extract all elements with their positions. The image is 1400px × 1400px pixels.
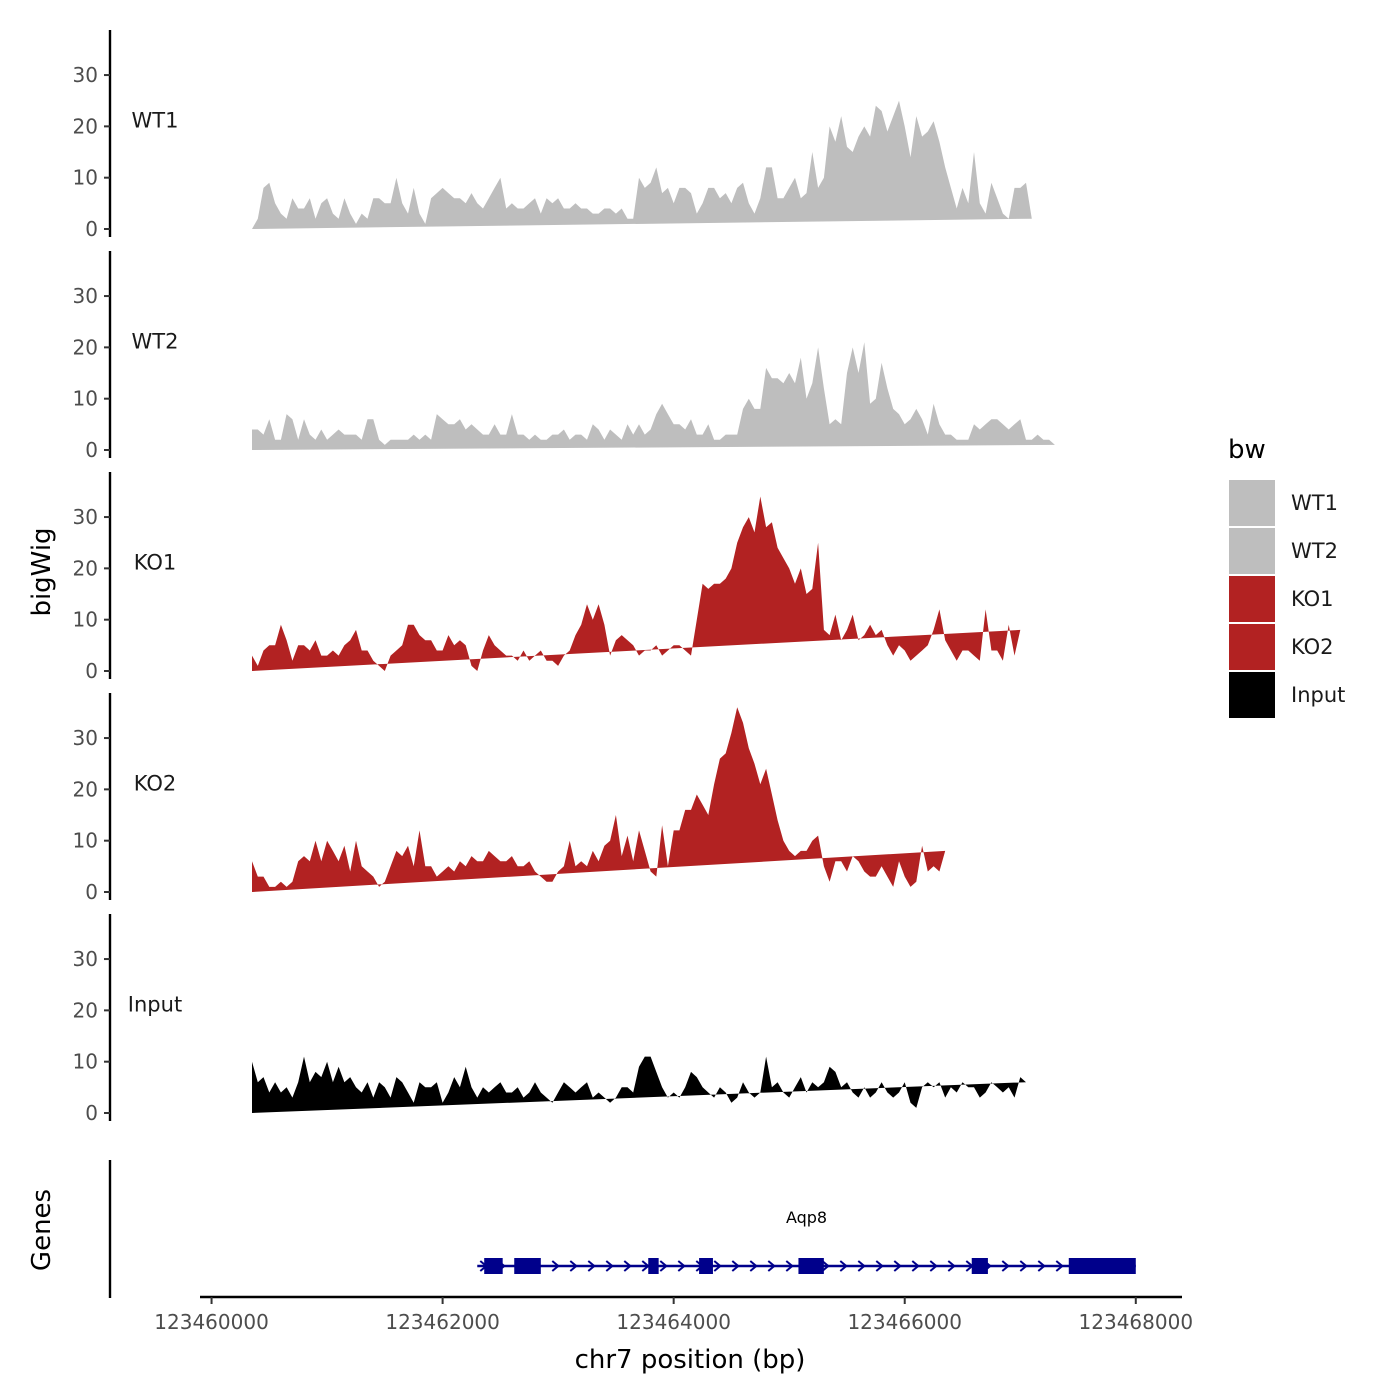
- x-tick-label: 123462000: [385, 1310, 500, 1334]
- legend-label: Input: [1291, 683, 1345, 707]
- y-tick-label: 30: [73, 63, 98, 87]
- legend: bw WT1 WT2 KO1 KO2 Input: [1228, 435, 1345, 718]
- y-tick-label: 10: [73, 387, 98, 411]
- signal-area-ko2: [252, 707, 946, 892]
- gene-exon: [798, 1258, 824, 1274]
- strand-arrow: [587, 1260, 596, 1272]
- legend-swatch: [1229, 624, 1275, 670]
- y-tick-label: 10: [73, 1050, 98, 1074]
- strand-arrow: [731, 1260, 740, 1272]
- y-tick-label: 0: [85, 438, 98, 462]
- y-tick-label: 30: [73, 726, 98, 750]
- x-tick-label: 123464000: [616, 1310, 731, 1334]
- strand-arrow: [569, 1260, 578, 1272]
- gene-exon: [484, 1258, 503, 1274]
- strand-arrow: [893, 1260, 902, 1272]
- track-label-ko2: KO2: [134, 772, 177, 796]
- strand-arrow: [767, 1260, 776, 1272]
- strand-arrow: [677, 1260, 686, 1272]
- legend-swatch: [1229, 480, 1275, 526]
- strand-arrow: [1001, 1260, 1010, 1272]
- track-panel-ko2: 0 10 20 30 KO2: [73, 693, 946, 904]
- strand-arrow: [839, 1260, 848, 1272]
- strand-arrow: [1019, 1260, 1028, 1272]
- legend-entry-ko2: KO2: [1229, 624, 1334, 670]
- y-tick-label: 20: [73, 335, 98, 359]
- y-tick-label: 0: [85, 880, 98, 904]
- x-tick-label: 123460000: [154, 1310, 269, 1334]
- y-tick-label: 10: [73, 166, 98, 190]
- gene-exon: [648, 1258, 659, 1274]
- strand-arrow: [929, 1260, 938, 1272]
- legend-swatch: [1229, 528, 1275, 574]
- y-tick-label: 20: [73, 777, 98, 801]
- signal-area-wt1: [252, 100, 1032, 229]
- strand-arrow: [623, 1260, 632, 1272]
- y-tick-label: 30: [73, 947, 98, 971]
- strand-arrow: [551, 1260, 560, 1272]
- track-panel-ko1: 0 10 20 30 KO1: [73, 472, 1021, 683]
- strand-arrow: [749, 1260, 758, 1272]
- legend-entry-ko1: KO1: [1229, 576, 1334, 622]
- track-label-wt2: WT2: [132, 330, 179, 354]
- y-tick-label: 0: [85, 659, 98, 683]
- legend-entry-wt1: WT1: [1229, 480, 1338, 526]
- track-panel-wt1: 0 10 20 30 WT1: [73, 30, 1032, 241]
- strand-arrow: [659, 1260, 668, 1272]
- x-axis: 123460000 123462000 123464000 123466000 1234…: [154, 1295, 1194, 1334]
- track-panel-wt2: 0 10 20 30 WT2: [73, 251, 1055, 462]
- strand-arrow: [821, 1260, 830, 1272]
- y-tick-label: 20: [73, 556, 98, 580]
- strand-arrow: [911, 1260, 920, 1272]
- gene-name-label: Aqp8: [786, 1208, 827, 1227]
- gene-exon: [1068, 1258, 1136, 1274]
- legend-entry-input: Input: [1229, 672, 1345, 718]
- strand-arrow: [857, 1260, 866, 1272]
- y-tick-label: 0: [85, 217, 98, 241]
- y-tick-label: 10: [73, 829, 98, 853]
- gene-exon: [971, 1258, 988, 1274]
- strand-arrow: [947, 1260, 956, 1272]
- track-label-wt1: WT1: [132, 109, 179, 133]
- legend-label: WT2: [1291, 539, 1338, 563]
- y-tick-label: 30: [73, 284, 98, 308]
- x-tick-label: 123468000: [1079, 1310, 1194, 1334]
- signal-area-wt2: [252, 342, 1055, 450]
- legend-swatch: [1229, 672, 1275, 718]
- y-tick-label: 20: [73, 114, 98, 138]
- signal-tracks: 0 10 20 30 WT1 0 10 20 30 WT2 0 10 20 30 KO1 0 10 20 30 KO2…: [73, 30, 1055, 1125]
- gene-aqp8: Aqp8: [477, 1208, 1136, 1274]
- track-panel-input: 0 10 20 30 Input: [73, 914, 1026, 1125]
- legend-label: WT1: [1291, 491, 1338, 515]
- legend-label: KO1: [1291, 587, 1334, 611]
- y-tick-label: 20: [73, 998, 98, 1022]
- gene-exon: [699, 1258, 713, 1274]
- y-axis-title: bigWig: [27, 527, 57, 616]
- signal-area-input: [252, 1056, 1026, 1113]
- strand-arrow: [605, 1260, 614, 1272]
- y-tick-label: 0: [85, 1101, 98, 1125]
- track-label-input: Input: [128, 993, 182, 1017]
- strand-arrow: [785, 1260, 794, 1272]
- genes-track-title: Genes: [27, 1189, 57, 1271]
- gene-track: Aqp8: [108, 1160, 1136, 1298]
- legend-label: KO2: [1291, 635, 1334, 659]
- x-axis-title: chr7 position (bp): [575, 1345, 806, 1375]
- gene-exon: [514, 1258, 541, 1274]
- signal-area-ko1: [252, 496, 1021, 671]
- legend-entries: WT1 WT2 KO1 KO2 Input: [1229, 480, 1345, 718]
- x-tick-label: 123466000: [847, 1310, 962, 1334]
- strand-arrow: [713, 1260, 722, 1272]
- legend-entry-wt2: WT2: [1229, 528, 1338, 574]
- y-tick-label: 30: [73, 505, 98, 529]
- strand-arrow: [1055, 1260, 1064, 1272]
- strand-arrow: [1037, 1260, 1046, 1272]
- legend-title: bw: [1228, 435, 1266, 465]
- strand-arrow: [875, 1260, 884, 1272]
- legend-swatch: [1229, 576, 1275, 622]
- track-label-ko1: KO1: [134, 551, 177, 575]
- y-tick-label: 10: [73, 608, 98, 632]
